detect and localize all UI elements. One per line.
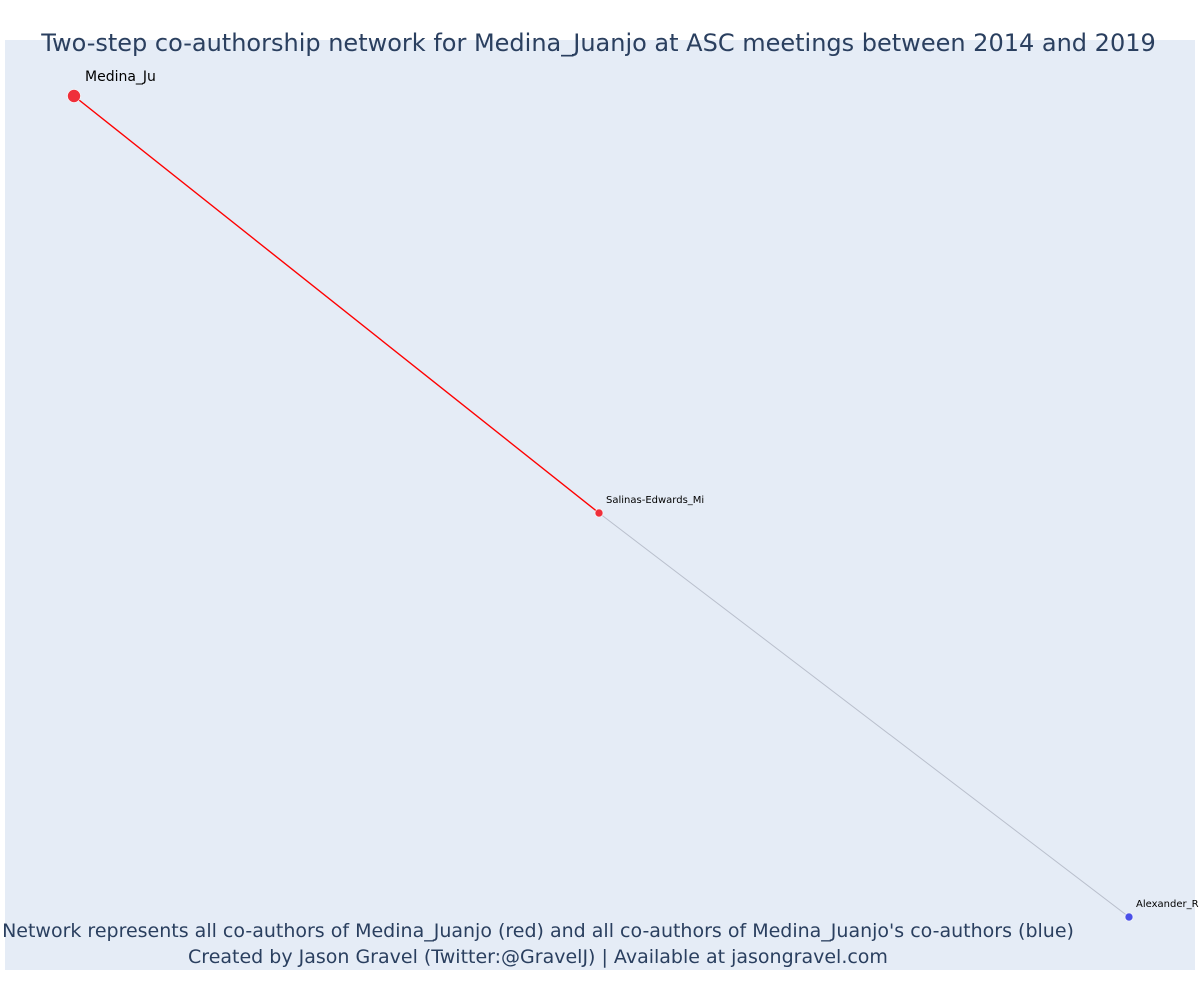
node-label-Alexander_R: Alexander_R (1136, 899, 1199, 910)
node-Salinas-Edwards_Mi[interactable] (594, 508, 604, 518)
edge-Salinas-Edwards_Mi-Alexander_R (598, 512, 1130, 918)
node-label-Salinas-Edwards_Mi: Salinas-Edwards_Mi (606, 495, 704, 506)
caption: Network represents all co-authors of Med… (0, 918, 1076, 970)
chart-title: Two-step co-authorship network for Medin… (41, 29, 1156, 57)
caption-line-2: Created by Jason Gravel (Twitter:@Gravel… (188, 946, 888, 968)
edge-Medina_Ju-Salinas-Edwards_Mi (73, 95, 600, 514)
nodes-layer (67, 89, 1134, 922)
node-label-Medina_Ju: Medina_Ju (85, 69, 156, 85)
plot-area (5, 40, 1195, 970)
edges-layer (73, 95, 1130, 918)
node-Medina_Ju[interactable] (67, 89, 81, 103)
labels-layer: Medina_Ju Salinas-Edwards_Mi Alexander_R (85, 69, 1199, 910)
node-Alexander_R[interactable] (1124, 912, 1134, 922)
caption-line-1: Network represents all co-authors of Med… (2, 920, 1074, 942)
